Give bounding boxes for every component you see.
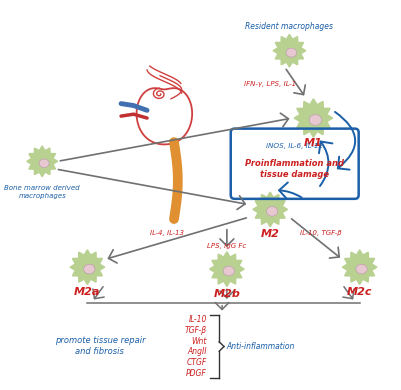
Polygon shape bbox=[342, 250, 377, 284]
Text: iNOS, IL-6, IL-12: iNOS, IL-6, IL-12 bbox=[266, 143, 323, 149]
Polygon shape bbox=[253, 192, 288, 227]
Text: PDGF: PDGF bbox=[186, 369, 207, 378]
Ellipse shape bbox=[309, 115, 322, 125]
Polygon shape bbox=[27, 146, 58, 177]
Text: M2b: M2b bbox=[213, 289, 240, 299]
Text: IL-4, IL-13: IL-4, IL-13 bbox=[150, 230, 184, 236]
Text: M2c: M2c bbox=[347, 287, 373, 297]
Text: M2: M2 bbox=[261, 229, 279, 239]
Text: promote tissue repair
and fibrosis: promote tissue repair and fibrosis bbox=[55, 336, 145, 356]
Ellipse shape bbox=[84, 264, 95, 274]
Text: M1: M1 bbox=[304, 138, 323, 148]
Text: IL-10: IL-10 bbox=[188, 315, 207, 324]
Text: AngII: AngII bbox=[187, 347, 207, 356]
Polygon shape bbox=[273, 34, 306, 67]
Ellipse shape bbox=[267, 207, 278, 216]
Ellipse shape bbox=[356, 264, 367, 274]
Text: M2a: M2a bbox=[74, 287, 101, 297]
Text: Wnt: Wnt bbox=[191, 337, 207, 346]
Text: LPS, IgG Fc: LPS, IgG Fc bbox=[207, 243, 247, 249]
Text: IFN-γ, LPS, IL-1: IFN-γ, LPS, IL-1 bbox=[244, 82, 296, 87]
Text: Anti-inflammation: Anti-inflammation bbox=[227, 342, 295, 351]
Ellipse shape bbox=[286, 48, 297, 57]
Text: Bone marrow derived
macrophages: Bone marrow derived macrophages bbox=[4, 185, 80, 199]
Polygon shape bbox=[70, 250, 105, 284]
Text: TGF-β: TGF-β bbox=[184, 326, 207, 335]
Ellipse shape bbox=[39, 159, 49, 167]
Text: Proinflammation and
tissue damage: Proinflammation and tissue damage bbox=[245, 159, 344, 179]
Text: IL-10, TGF-β: IL-10, TGF-β bbox=[300, 230, 342, 236]
Polygon shape bbox=[294, 99, 333, 137]
Polygon shape bbox=[210, 252, 244, 286]
Ellipse shape bbox=[223, 266, 235, 276]
Text: CTGF: CTGF bbox=[186, 358, 207, 367]
Text: Resident macrophages: Resident macrophages bbox=[245, 22, 333, 31]
